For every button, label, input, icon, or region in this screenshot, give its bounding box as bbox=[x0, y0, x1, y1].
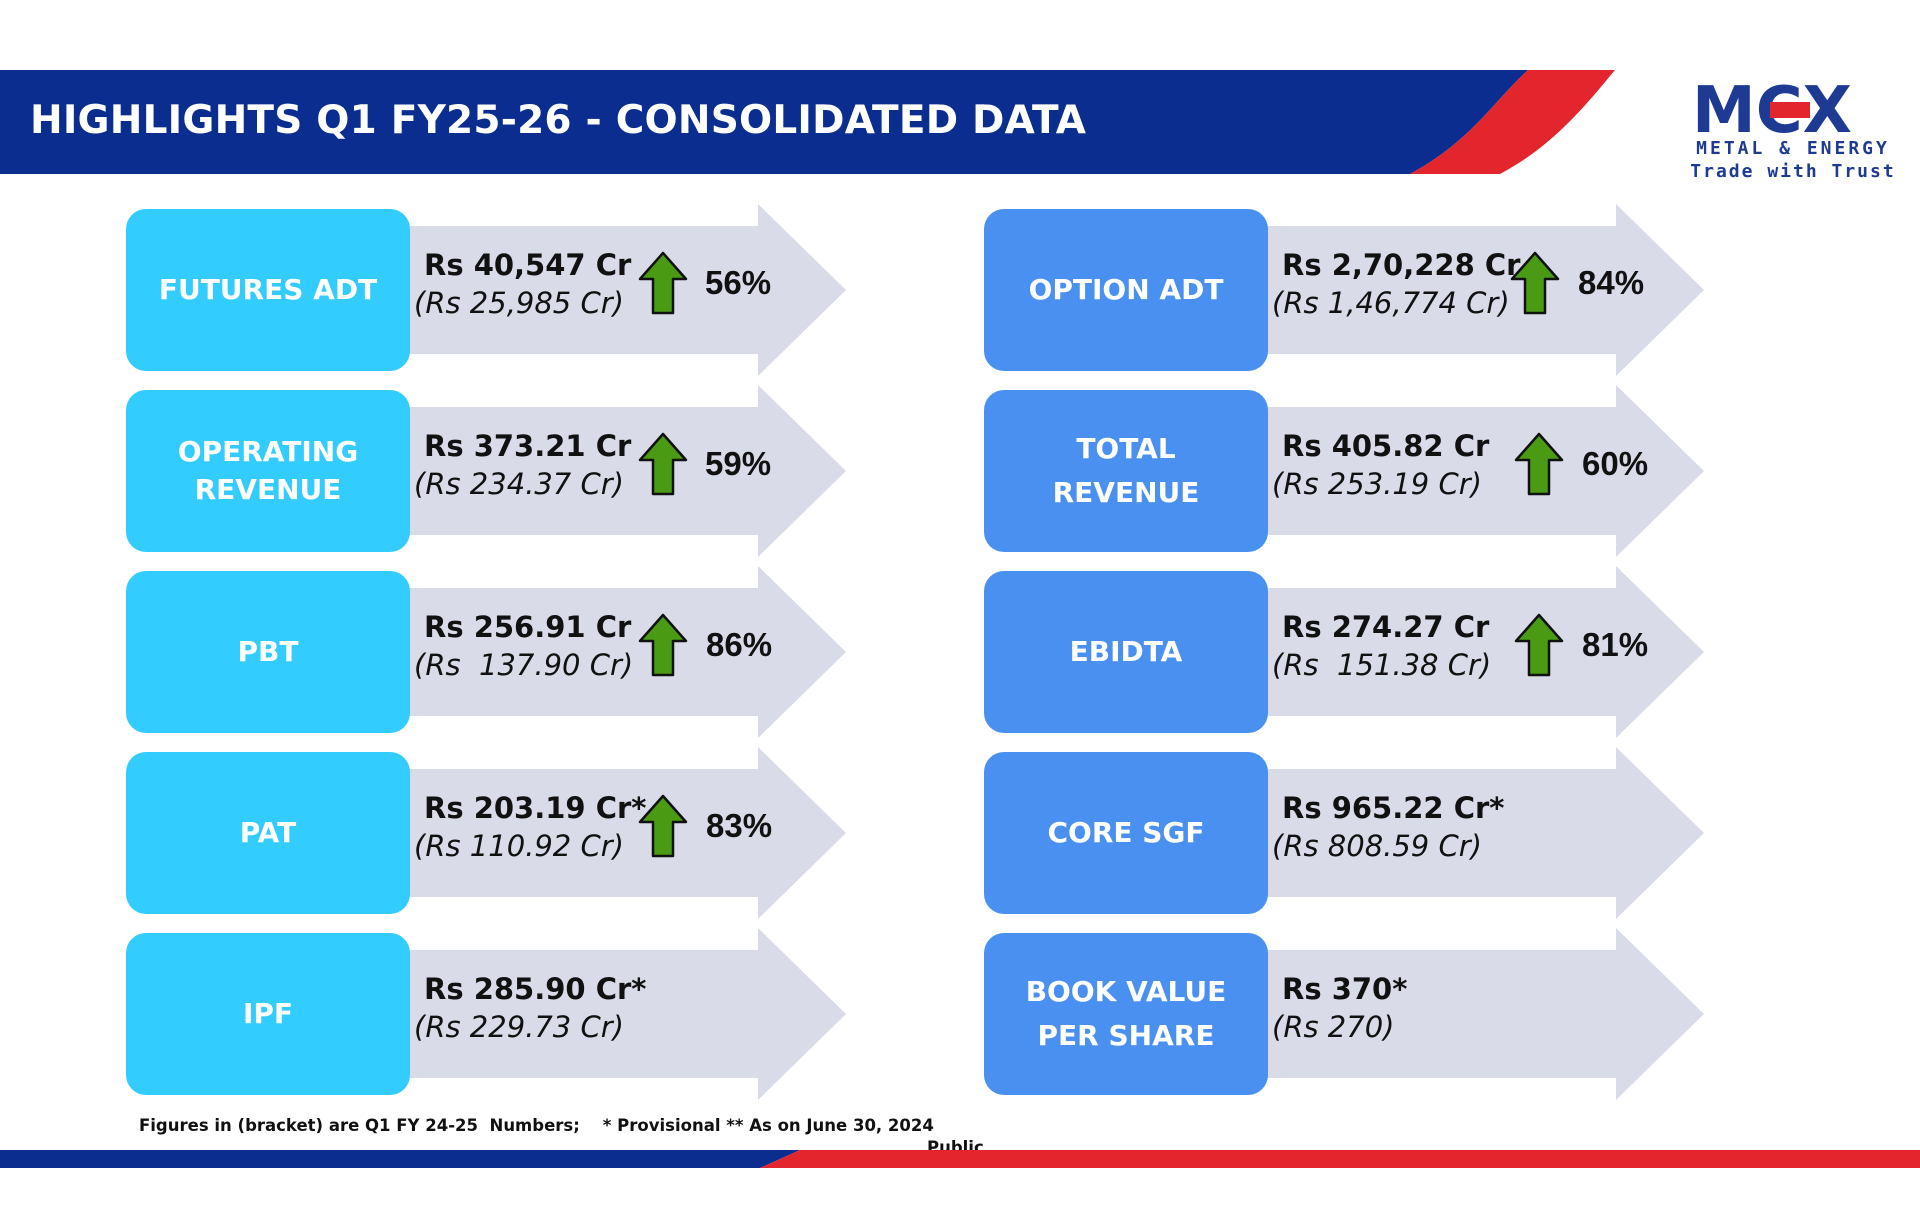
arrow-background bbox=[406, 566, 846, 738]
arrow-background bbox=[406, 747, 846, 919]
metric-value: Rs 203.19 Cr* bbox=[424, 791, 647, 825]
up-arrow-icon bbox=[1514, 432, 1564, 496]
metric-previous-value: (Rs 234.37 Cr) bbox=[414, 467, 624, 501]
metric-change-percent: 86% bbox=[706, 626, 773, 663]
arrow-background bbox=[1264, 928, 1704, 1100]
metric-label-box: TOTAL REVENUE bbox=[984, 390, 1268, 552]
header-bar-graphic bbox=[0, 70, 1615, 174]
metric-label-box: PBT bbox=[126, 571, 410, 733]
highlight-card: PBT Rs 256.91 Cr (Rs 137.90 Cr) 86% bbox=[126, 566, 846, 738]
metric-label-box: OPERATING REVENUE bbox=[126, 390, 410, 552]
metric-label-line: PBT bbox=[237, 635, 299, 668]
metric-value: Rs 373.21 Cr bbox=[424, 429, 632, 463]
metric-previous-value: (Rs 110.92 Cr) bbox=[414, 829, 624, 863]
up-arrow-icon bbox=[638, 794, 688, 858]
metric-label-box: OPTION ADT bbox=[984, 209, 1268, 371]
metric-label-line: PER SHARE bbox=[1037, 1019, 1215, 1052]
metric-value: Rs 274.27 Cr bbox=[1282, 610, 1490, 644]
up-arrow-icon bbox=[1514, 613, 1564, 677]
metric-label-line: OPERATING bbox=[177, 435, 359, 468]
metric-label-line: FUTURES ADT bbox=[158, 273, 378, 306]
highlight-card: CORE SGF Rs 965.22 Cr* (Rs 808.59 Cr) bbox=[984, 747, 1704, 919]
metric-change-percent: 60% bbox=[1582, 445, 1649, 482]
metric-value: Rs 285.90 Cr* bbox=[424, 972, 647, 1006]
arrow-background bbox=[406, 385, 846, 557]
metric-change-percent: 84% bbox=[1578, 264, 1645, 301]
metric-label-line: TOTAL bbox=[1076, 432, 1176, 465]
mcx-wordmark: MCX bbox=[1692, 80, 1852, 140]
arrow-background bbox=[1264, 204, 1704, 376]
metric-label-line: EBIDTA bbox=[1069, 635, 1183, 668]
highlight-card: OPERATING REVENUE Rs 373.21 Cr (Rs 234.37 C… bbox=[126, 385, 846, 557]
metric-label-box: PAT bbox=[126, 752, 410, 914]
metric-label-box: BOOK VALUE PER SHARE bbox=[984, 933, 1268, 1095]
highlight-card: BOOK VALUE PER SHARE Rs 370* (Rs 270) bbox=[984, 928, 1704, 1100]
metric-previous-value: (Rs 253.19 Cr) bbox=[1272, 467, 1482, 501]
up-arrow-icon bbox=[638, 432, 688, 496]
metric-value: Rs 40,547 Cr bbox=[424, 248, 632, 282]
metric-change-percent: 59% bbox=[705, 445, 772, 482]
metric-change-percent: 83% bbox=[706, 807, 773, 844]
metric-value: Rs 370* bbox=[1282, 972, 1408, 1006]
metric-value: Rs 2,70,228 Cr bbox=[1282, 248, 1521, 282]
metric-label-line: REVENUE bbox=[194, 473, 342, 506]
footnote: Figures in (bracket) are Q1 FY 24-25 Num… bbox=[139, 1116, 934, 1135]
up-arrow-icon bbox=[638, 251, 688, 315]
metric-label-box: EBIDTA bbox=[984, 571, 1268, 733]
highlight-card: FUTURES ADT Rs 40,547 Cr (Rs 25,985 Cr) 56% bbox=[126, 204, 846, 376]
logo-tagline-1: METAL & ENERGY bbox=[1696, 138, 1890, 159]
metric-label-line: IPF bbox=[242, 997, 294, 1030]
highlight-card: EBIDTA Rs 274.27 Cr (Rs 151.38 Cr) 81% bbox=[984, 566, 1704, 738]
up-arrow-icon bbox=[1510, 251, 1560, 315]
arrow-background bbox=[406, 204, 846, 376]
metric-previous-value: (Rs 151.38 Cr) bbox=[1272, 648, 1492, 682]
page-title: HIGHLIGHTS Q1 FY25-26 - CONSOLIDATED DAT… bbox=[30, 98, 1087, 143]
highlight-card: TOTAL REVENUE Rs 405.82 Cr (Rs 253.19 Cr) 60… bbox=[984, 385, 1704, 557]
metric-previous-value: (Rs 808.59 Cr) bbox=[1272, 829, 1482, 863]
metric-label-box: CORE SGF bbox=[984, 752, 1268, 914]
metric-change-percent: 56% bbox=[705, 264, 772, 301]
metric-label-line: BOOK VALUE bbox=[1025, 975, 1227, 1008]
metric-value: Rs 405.82 Cr bbox=[1282, 429, 1490, 463]
arrow-background bbox=[1264, 747, 1704, 919]
metric-label-line: OPTION ADT bbox=[1028, 273, 1224, 306]
mcx-logo: MCX METAL & ENERGY Trade with Trust bbox=[1672, 80, 1914, 186]
metric-previous-value: (Rs 1,46,774 Cr) bbox=[1272, 286, 1510, 320]
footer-bar bbox=[0, 1150, 1920, 1168]
metric-label-line: CORE SGF bbox=[1047, 816, 1205, 849]
metric-previous-value: (Rs 25,985 Cr) bbox=[414, 286, 624, 320]
metric-value: Rs 256.91 Cr bbox=[424, 610, 632, 644]
arrow-background bbox=[1264, 385, 1704, 557]
highlight-card: OPTION ADT Rs 2,70,228 Cr (Rs 1,46,774 Cr)… bbox=[984, 204, 1704, 376]
metric-label-box: IPF bbox=[126, 933, 410, 1095]
metric-change-percent: 81% bbox=[1582, 626, 1649, 663]
metric-previous-value: (Rs 229.73 Cr) bbox=[414, 1010, 624, 1044]
metric-previous-value: (Rs 270) bbox=[1272, 1010, 1395, 1044]
highlight-card: PAT Rs 203.19 Cr* (Rs 110.92 Cr) 83% bbox=[126, 747, 846, 919]
logo-tagline-2: Trade with Trust bbox=[1690, 161, 1896, 182]
metric-previous-value: (Rs 137.90 Cr) bbox=[414, 648, 634, 682]
arrow-background bbox=[406, 928, 846, 1100]
up-arrow-icon bbox=[638, 613, 688, 677]
header-banner bbox=[0, 70, 1920, 174]
metric-label-line: PAT bbox=[239, 816, 297, 849]
metric-label-box: FUTURES ADT bbox=[126, 209, 410, 371]
highlight-card: IPF Rs 285.90 Cr* (Rs 229.73 Cr) bbox=[126, 928, 846, 1100]
arrow-background bbox=[1264, 566, 1704, 738]
metric-label-line: REVENUE bbox=[1052, 476, 1200, 509]
metric-value: Rs 965.22 Cr* bbox=[1282, 791, 1505, 825]
